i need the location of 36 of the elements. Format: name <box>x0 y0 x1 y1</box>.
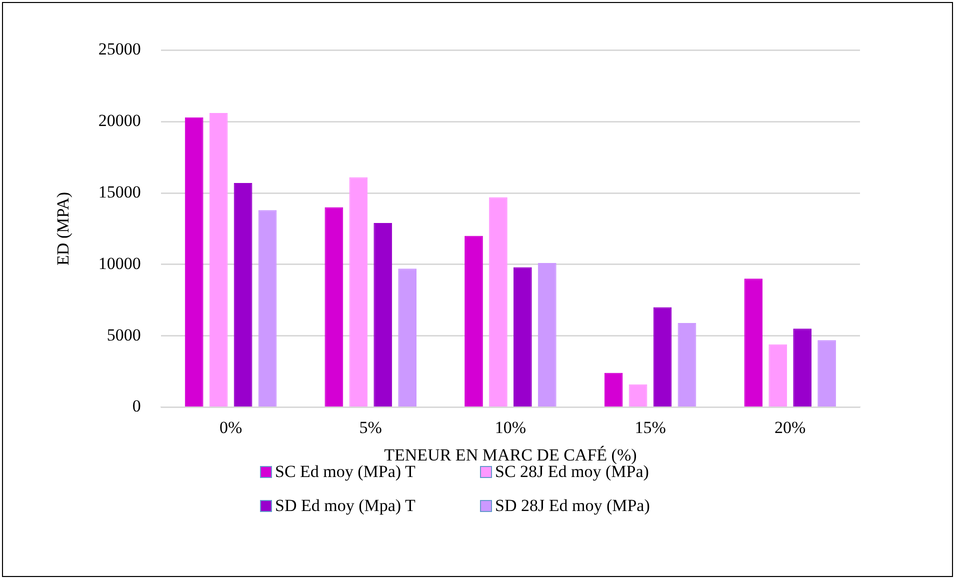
bar <box>324 207 344 406</box>
bar <box>538 262 556 406</box>
bar <box>678 322 696 406</box>
legend-label: SD 28J Ed moy (MPa) <box>495 496 650 516</box>
bar <box>768 344 788 406</box>
x-tick-label: 5% <box>359 418 382 437</box>
y-tick-label: 0 <box>132 396 141 416</box>
y-tick-label: 20000 <box>98 111 141 130</box>
bar <box>374 222 392 406</box>
y-axis-title: ED (MPA) <box>54 192 73 266</box>
bar <box>234 183 252 406</box>
bar <box>398 268 417 406</box>
bar <box>464 236 483 406</box>
y-tick-label: 15000 <box>98 182 141 202</box>
bar <box>653 307 672 406</box>
x-axis-title: TENEUR EN MARC DE CAFÉ (%) <box>384 445 637 464</box>
bar <box>604 372 623 406</box>
x-tick-label: 15% <box>634 418 666 437</box>
bar <box>744 278 763 406</box>
y-tick-label: 25000 <box>98 40 141 59</box>
legend-label: SD Ed moy (Mpa) T <box>275 496 416 516</box>
bar <box>793 328 812 406</box>
bar <box>184 117 204 406</box>
y-tick-label: 5000 <box>106 325 141 344</box>
y-tick-label: 10000 <box>98 254 141 273</box>
bar <box>209 113 228 406</box>
bar <box>489 197 508 406</box>
x-tick-label: 0% <box>219 418 242 437</box>
bar <box>514 267 532 406</box>
bar <box>628 384 648 406</box>
bar <box>349 177 368 406</box>
legend-label: SC Ed moy (MPa) T <box>275 462 416 482</box>
x-tick-label: 20% <box>774 418 806 437</box>
bar <box>258 210 277 406</box>
x-tick-label: 10% <box>494 418 526 437</box>
bar <box>818 340 836 406</box>
